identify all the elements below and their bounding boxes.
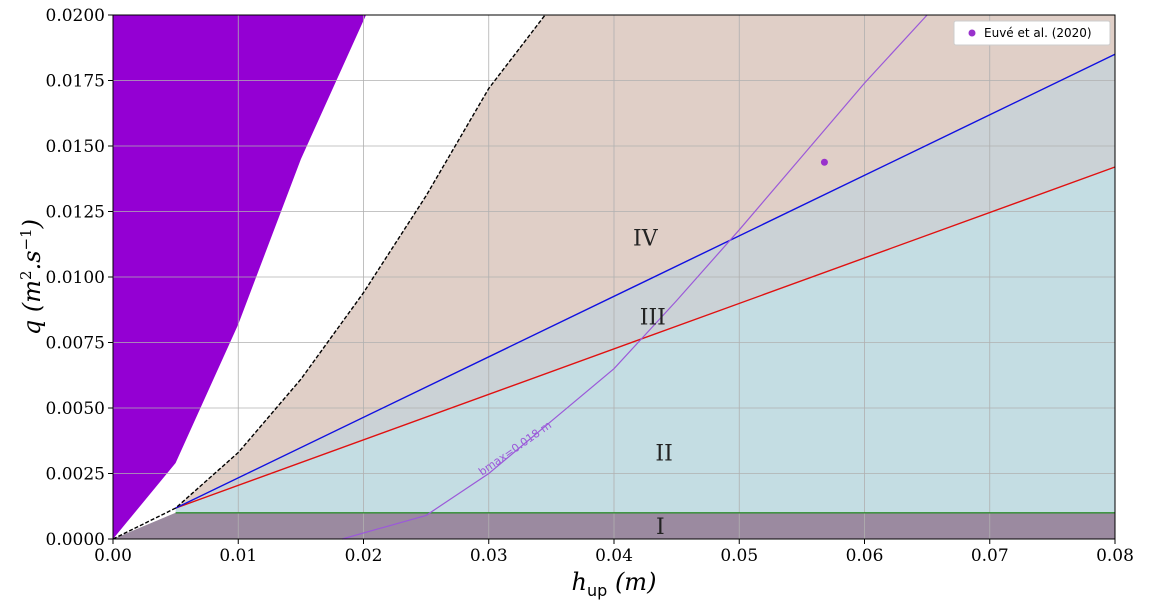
x-tick-label: 0.02 bbox=[345, 546, 383, 566]
x-tick-label: 0.04 bbox=[595, 546, 633, 566]
region-label-iii: III bbox=[640, 305, 666, 330]
x-tick-label: 0.01 bbox=[219, 546, 257, 566]
series-lines bbox=[112, 14, 1116, 540]
region-label-i: I bbox=[656, 515, 665, 540]
y-tick-label: 0.0025 bbox=[46, 465, 105, 485]
bmax-curve bbox=[342, 14, 928, 540]
y-tick-label: 0.0075 bbox=[46, 334, 105, 354]
y-tick-label: 0.0150 bbox=[46, 137, 105, 157]
x-axis-title: hup (m) bbox=[572, 568, 657, 600]
x-tick-label: 0.08 bbox=[1096, 546, 1134, 566]
region-ii-fill bbox=[175, 166, 1115, 513]
x-tick-label: 0.00 bbox=[94, 546, 132, 566]
scatter-point bbox=[820, 158, 828, 166]
x-tick-label: 0.05 bbox=[720, 546, 758, 566]
legend: Euvé et al. (2020) bbox=[953, 20, 1111, 46]
legend-label: Euvé et al. (2020) bbox=[984, 26, 1092, 40]
blue-line bbox=[175, 53, 1116, 509]
x-tick-label: 0.03 bbox=[470, 546, 508, 566]
region-label-iv: IV bbox=[633, 227, 659, 252]
legend-marker bbox=[968, 29, 976, 37]
y-tick-label: 0.0175 bbox=[46, 72, 105, 92]
y-tick-label: 0.0050 bbox=[46, 399, 105, 419]
x-tick-label: 0.06 bbox=[846, 546, 884, 566]
y-axis-title: q (m2.s−1) bbox=[17, 219, 46, 335]
x-tick-label: 0.07 bbox=[971, 546, 1009, 566]
grid bbox=[112, 14, 1116, 540]
ticks: 0.00 0.01 0.02 0.03 0.04 0.05 0.06 0.07 0.08 0.00… bbox=[46, 6, 1134, 566]
region-label-ii: II bbox=[655, 442, 672, 467]
y-tick-label: 0.0100 bbox=[46, 268, 105, 288]
red-line bbox=[175, 166, 1116, 509]
y-tick-label: 0.0000 bbox=[46, 530, 105, 550]
dashed-curve bbox=[112, 14, 546, 540]
y-tick-label: 0.0200 bbox=[46, 6, 105, 26]
legend-box bbox=[953, 20, 1111, 46]
y-tick-label: 0.0125 bbox=[46, 203, 105, 223]
